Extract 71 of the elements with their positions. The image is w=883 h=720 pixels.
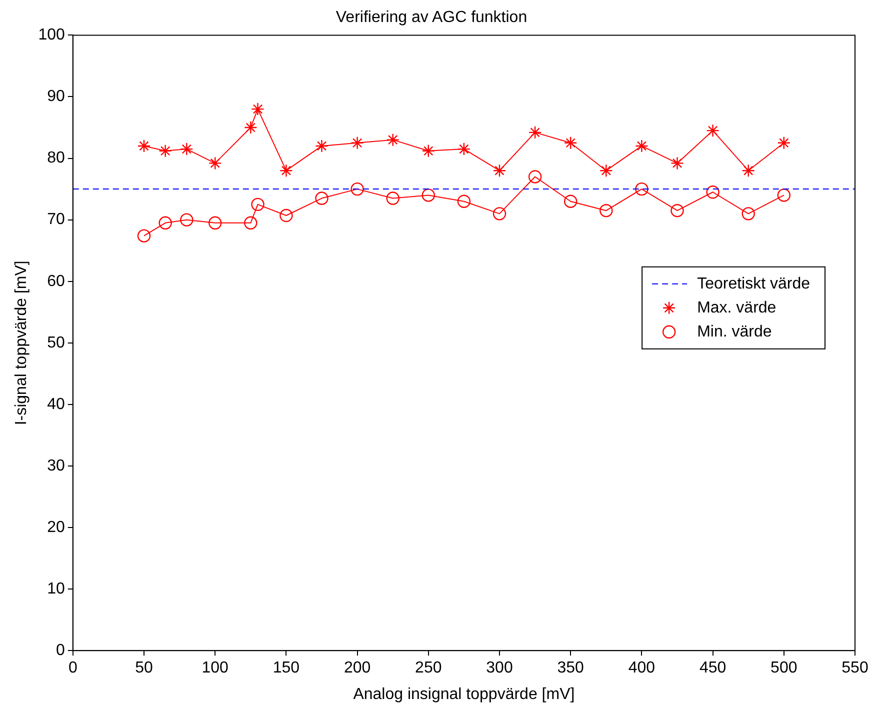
x-tick-label: 50	[135, 660, 153, 677]
point	[635, 182, 648, 196]
x-tick-label: 0	[68, 660, 78, 677]
legend-label: Min. värde	[697, 323, 772, 340]
point	[635, 139, 648, 153]
point	[564, 194, 578, 208]
point	[280, 164, 293, 178]
y-tick-label: 10	[47, 580, 65, 598]
legend-label: Teoretiskt värde	[697, 275, 810, 292]
x-tick-label: 200	[344, 660, 371, 677]
point	[457, 194, 471, 208]
x-tick-label: 500	[770, 660, 798, 677]
point	[180, 213, 194, 226]
point	[251, 198, 264, 212]
point	[350, 182, 364, 196]
point	[670, 204, 684, 218]
point	[742, 164, 755, 178]
point	[422, 188, 435, 202]
point	[386, 192, 400, 205]
y-tick-label: 70	[47, 211, 65, 228]
x-tick-label: 350	[557, 660, 584, 677]
point	[422, 144, 435, 158]
point	[600, 204, 613, 218]
point	[670, 156, 684, 170]
point	[528, 170, 542, 184]
point	[137, 229, 151, 242]
y-tick-label: 50	[47, 334, 65, 352]
x-tick-label: 550	[842, 660, 868, 677]
y-tick-label: 60	[47, 272, 65, 290]
y-axis-title: I-signal toppvärde [mV]	[13, 260, 30, 426]
point	[386, 133, 400, 146]
point	[180, 142, 194, 156]
point	[315, 192, 328, 205]
point	[251, 102, 264, 116]
x-tick-label: 150	[272, 660, 300, 677]
point	[244, 120, 258, 134]
y-tick-label: 80	[47, 150, 65, 167]
point	[208, 156, 222, 170]
point	[208, 216, 222, 230]
point	[244, 216, 258, 230]
point	[280, 208, 293, 222]
point	[457, 142, 471, 156]
chart-title: Verifiering av AGC funktion	[336, 9, 528, 26]
point	[777, 188, 790, 202]
point	[742, 207, 755, 220]
y-tick-label: 40	[47, 396, 65, 413]
legend-label: Max. värde	[697, 299, 776, 316]
point	[528, 126, 542, 140]
point	[706, 186, 720, 199]
x-tick-label: 250	[415, 660, 442, 677]
point	[137, 139, 151, 153]
point	[350, 136, 364, 150]
y-tick-label: 20	[47, 518, 65, 536]
x-tick-label: 100	[202, 660, 229, 677]
y-tick-label: 100	[38, 26, 65, 44]
y-tick-label: 30	[47, 457, 65, 474]
point	[158, 216, 172, 230]
point	[777, 136, 790, 150]
x-tick-label: 400	[628, 660, 656, 677]
y-tick-label: 0	[56, 642, 65, 660]
point	[158, 144, 172, 158]
point	[706, 124, 720, 138]
x-tick-label: 450	[699, 660, 726, 677]
y-tick-label: 90	[47, 88, 65, 106]
point	[492, 207, 506, 220]
point	[315, 139, 328, 153]
x-axis-title: Analog insignal toppvärde [mV]	[353, 686, 575, 703]
point	[492, 164, 506, 178]
point	[600, 164, 613, 178]
point	[564, 136, 578, 150]
x-tick-label: 300	[486, 660, 513, 677]
